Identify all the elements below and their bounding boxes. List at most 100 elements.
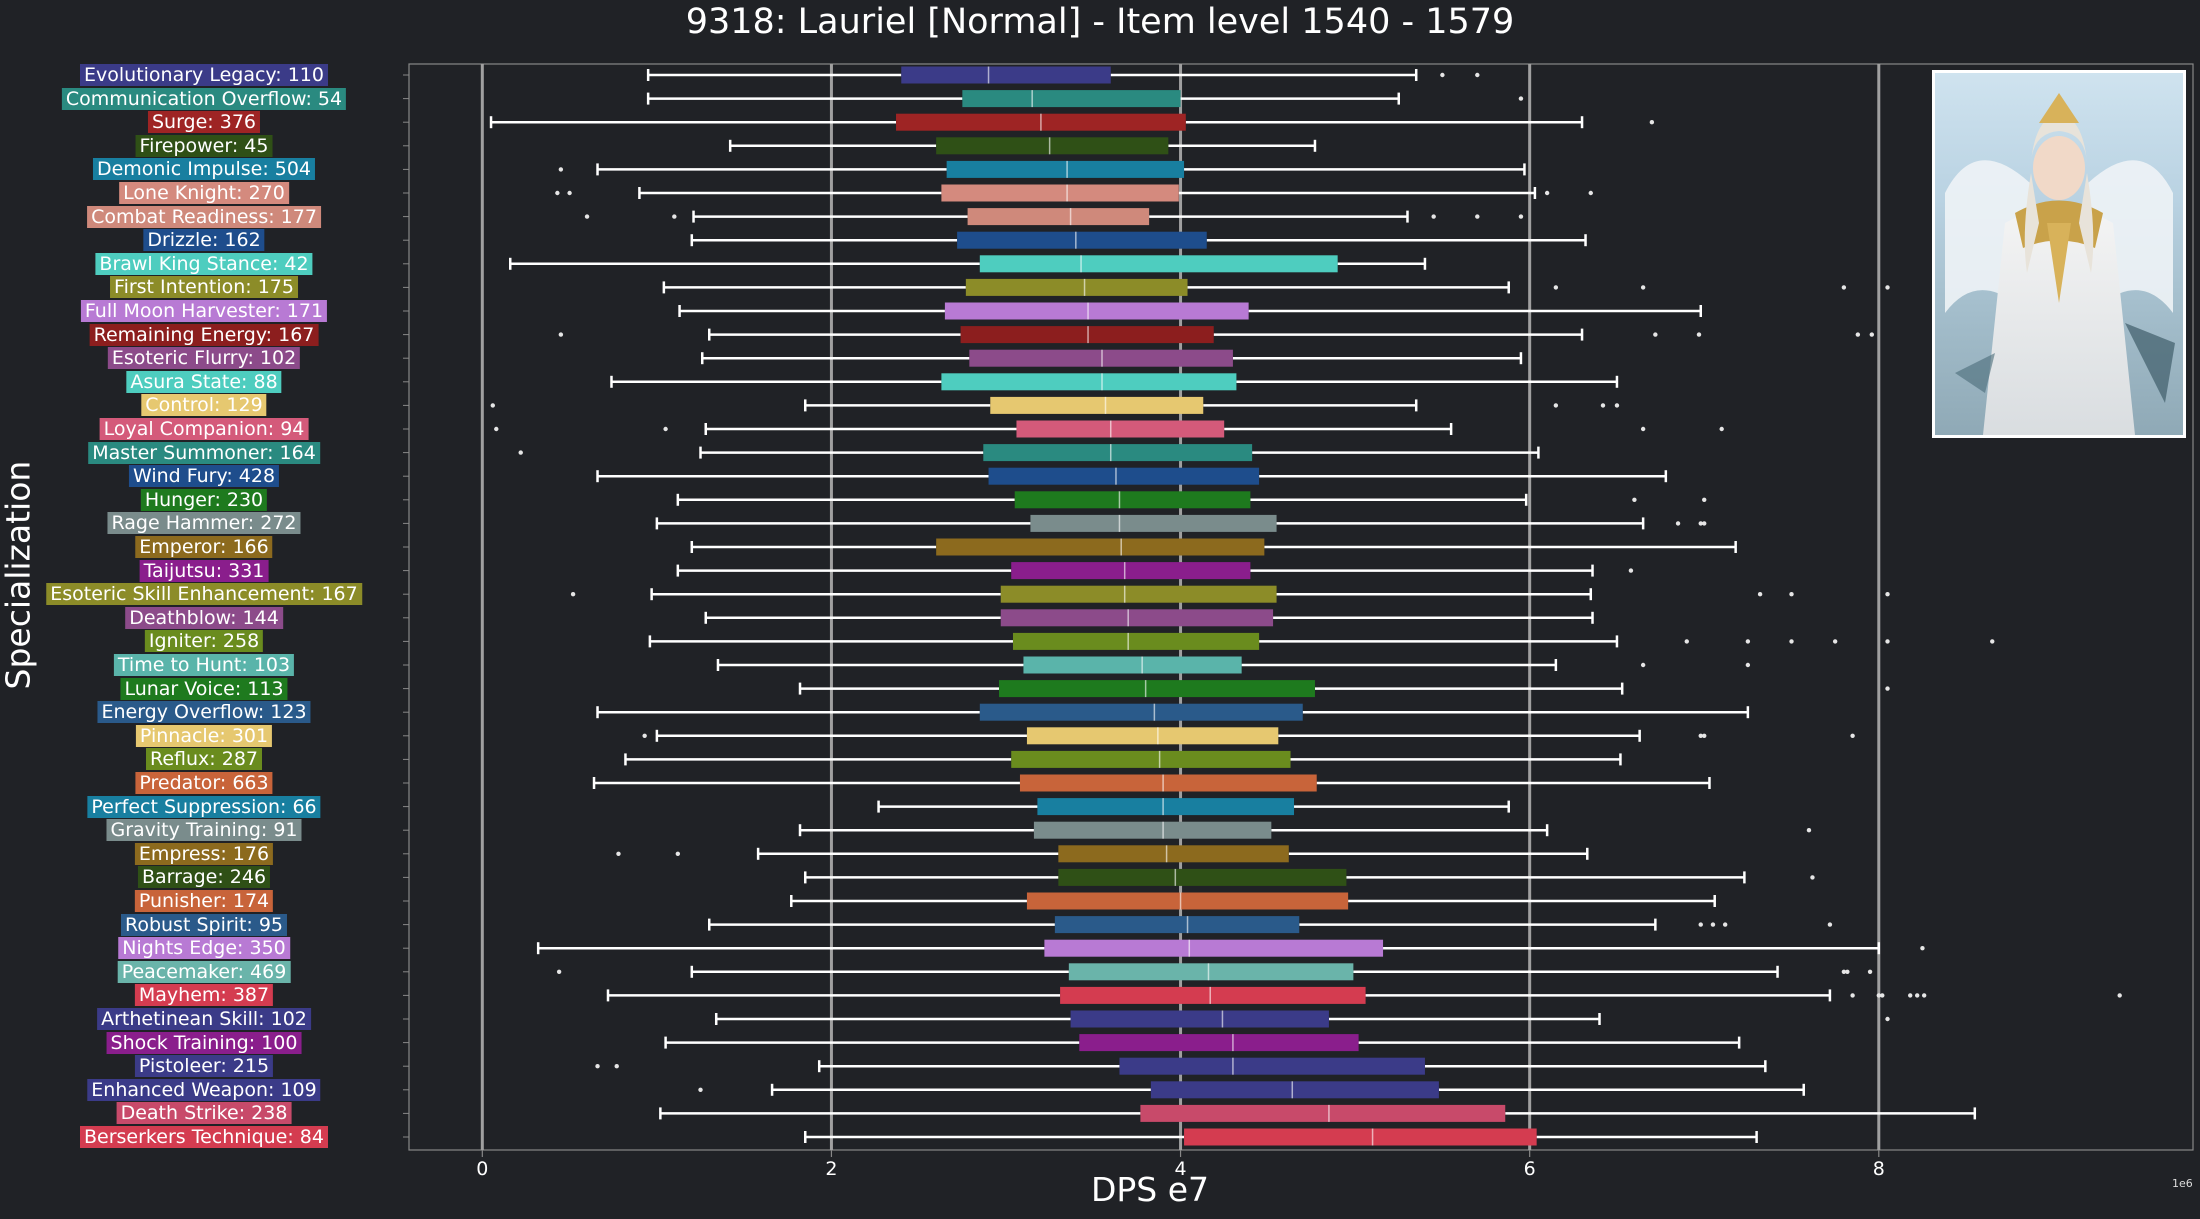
- outlier-point: [1841, 285, 1847, 290]
- box: [1011, 750, 1291, 768]
- character-portrait: [1932, 70, 2186, 438]
- outlier-point: [1885, 1016, 1890, 1022]
- outlier-point: [1876, 993, 1881, 998]
- outlier-point: [616, 851, 621, 856]
- box: [979, 703, 1303, 721]
- category-label: Master Summoner: 164: [88, 441, 320, 464]
- outlier-point: [1698, 922, 1703, 927]
- category-label: Enhanced Weapon: 109: [87, 1078, 321, 1101]
- outlier-point: [1789, 639, 1794, 644]
- category-label: Asura State: 88: [126, 370, 282, 393]
- outlier-point: [1518, 214, 1524, 219]
- outlier-point: [1806, 828, 1812, 833]
- outlier-point: [1640, 662, 1646, 668]
- outlier-point: [1440, 72, 1445, 78]
- box: [1011, 562, 1251, 580]
- category-label: Barrage: 246: [137, 866, 271, 889]
- box: [1019, 774, 1317, 792]
- outlier-point: [1880, 993, 1885, 998]
- outlier-point: [1850, 993, 1855, 998]
- category-label: Demonic Impulse: 504: [92, 158, 316, 181]
- outlier-point: [555, 190, 560, 196]
- category-label: Predator: 663: [135, 772, 273, 794]
- box: [1079, 1034, 1359, 1052]
- outlier-point: [1845, 969, 1850, 974]
- category-label: Lone Knight: 270: [119, 182, 289, 204]
- outlier-point: [1544, 190, 1550, 196]
- category-label: Pinnacle: 301: [135, 724, 273, 747]
- category-label: First Intention: 175: [110, 276, 298, 299]
- chart-title: 9318: Lauriel [Normal] - Item level 1540…: [685, 2, 1515, 42]
- box: [1026, 727, 1279, 745]
- outlier-point: [672, 214, 677, 219]
- category-label: Emperor: 166: [135, 536, 273, 558]
- category-label: Mayhem: 387: [134, 984, 274, 1007]
- outlier-point: [1640, 426, 1646, 432]
- category-label: Berserkers Technique: 84: [80, 1126, 328, 1148]
- outlier-point: [1885, 285, 1890, 290]
- box: [941, 373, 1237, 391]
- x-tick-label: 0: [476, 1158, 489, 1180]
- outlier-point: [1850, 733, 1855, 738]
- category-label: Time to Hunt: 103: [113, 654, 295, 676]
- box: [967, 208, 1150, 226]
- box: [1000, 585, 1277, 603]
- outlier-point: [1855, 332, 1861, 337]
- outlier-point: [614, 1064, 619, 1069]
- outlier-point: [1745, 662, 1751, 668]
- outlier-point: [1722, 922, 1728, 927]
- outlier-point: [1628, 568, 1634, 573]
- outlier-point: [567, 190, 572, 196]
- category-label: Esoteric Flurry: 102: [107, 347, 301, 370]
- outlier-point: [1475, 214, 1480, 219]
- box: [979, 255, 1338, 273]
- box: [1014, 491, 1251, 509]
- x-axis-label: DPS e7: [1090, 1170, 1210, 1209]
- box: [965, 278, 1188, 296]
- outlier-point: [1810, 875, 1815, 880]
- category-label: Punisher: 174: [134, 890, 274, 912]
- outlier-point: [1757, 592, 1763, 597]
- outlier-point: [1702, 497, 1707, 502]
- box: [1023, 656, 1242, 674]
- outlier-point: [1920, 946, 1925, 951]
- category-label: Lunar Voice: 113: [120, 677, 288, 700]
- box: [936, 538, 1265, 556]
- category-label: Firepower: 45: [135, 134, 273, 157]
- x-tick-label: 8: [1872, 1158, 1885, 1180]
- box: [962, 90, 1181, 108]
- portrait-figure-icon: [1945, 93, 2175, 435]
- box: [1037, 798, 1295, 816]
- outlier-point: [1600, 403, 1606, 408]
- category-label: Death Strike: 238: [116, 1102, 292, 1125]
- category-label: Perfect Suppression: 66: [87, 795, 321, 818]
- outlier-point: [1827, 922, 1833, 927]
- box: [1030, 514, 1277, 532]
- outlier-point: [1867, 969, 1873, 974]
- category-label: Loyal Companion: 94: [99, 418, 309, 440]
- category-label: Evolutionary Legacy: 110: [80, 64, 328, 86]
- outlier-point: [584, 214, 590, 219]
- outlier-point: [642, 733, 647, 738]
- x-tick-label: 2: [825, 1158, 838, 1180]
- outlier-point: [1431, 214, 1436, 219]
- category-label: Surge: 376: [147, 111, 261, 134]
- outlier-point: [558, 167, 564, 172]
- category-label: Peacemaker: 469: [117, 960, 291, 983]
- box: [1012, 632, 1260, 650]
- category-label: Communication Overflow: 54: [61, 87, 347, 110]
- outlier-point: [1553, 285, 1559, 290]
- outlier-point: [1588, 190, 1593, 196]
- outlier-point: [1841, 969, 1847, 974]
- outlier-point: [1653, 332, 1658, 337]
- outlier-point: [1675, 521, 1681, 526]
- category-label: Rage Hammer: 272: [107, 512, 301, 535]
- outlier-point: [1885, 639, 1890, 644]
- outlier-point: [570, 592, 576, 597]
- outlier-point: [1832, 639, 1838, 644]
- box: [1060, 986, 1366, 1004]
- x-tick-label: 6: [1523, 1158, 1536, 1180]
- box: [941, 184, 1179, 202]
